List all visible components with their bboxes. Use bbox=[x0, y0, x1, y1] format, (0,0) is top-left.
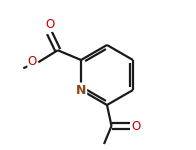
Text: N: N bbox=[76, 84, 86, 96]
Text: O: O bbox=[28, 55, 37, 68]
Text: O: O bbox=[131, 120, 141, 132]
Text: O: O bbox=[45, 18, 54, 31]
